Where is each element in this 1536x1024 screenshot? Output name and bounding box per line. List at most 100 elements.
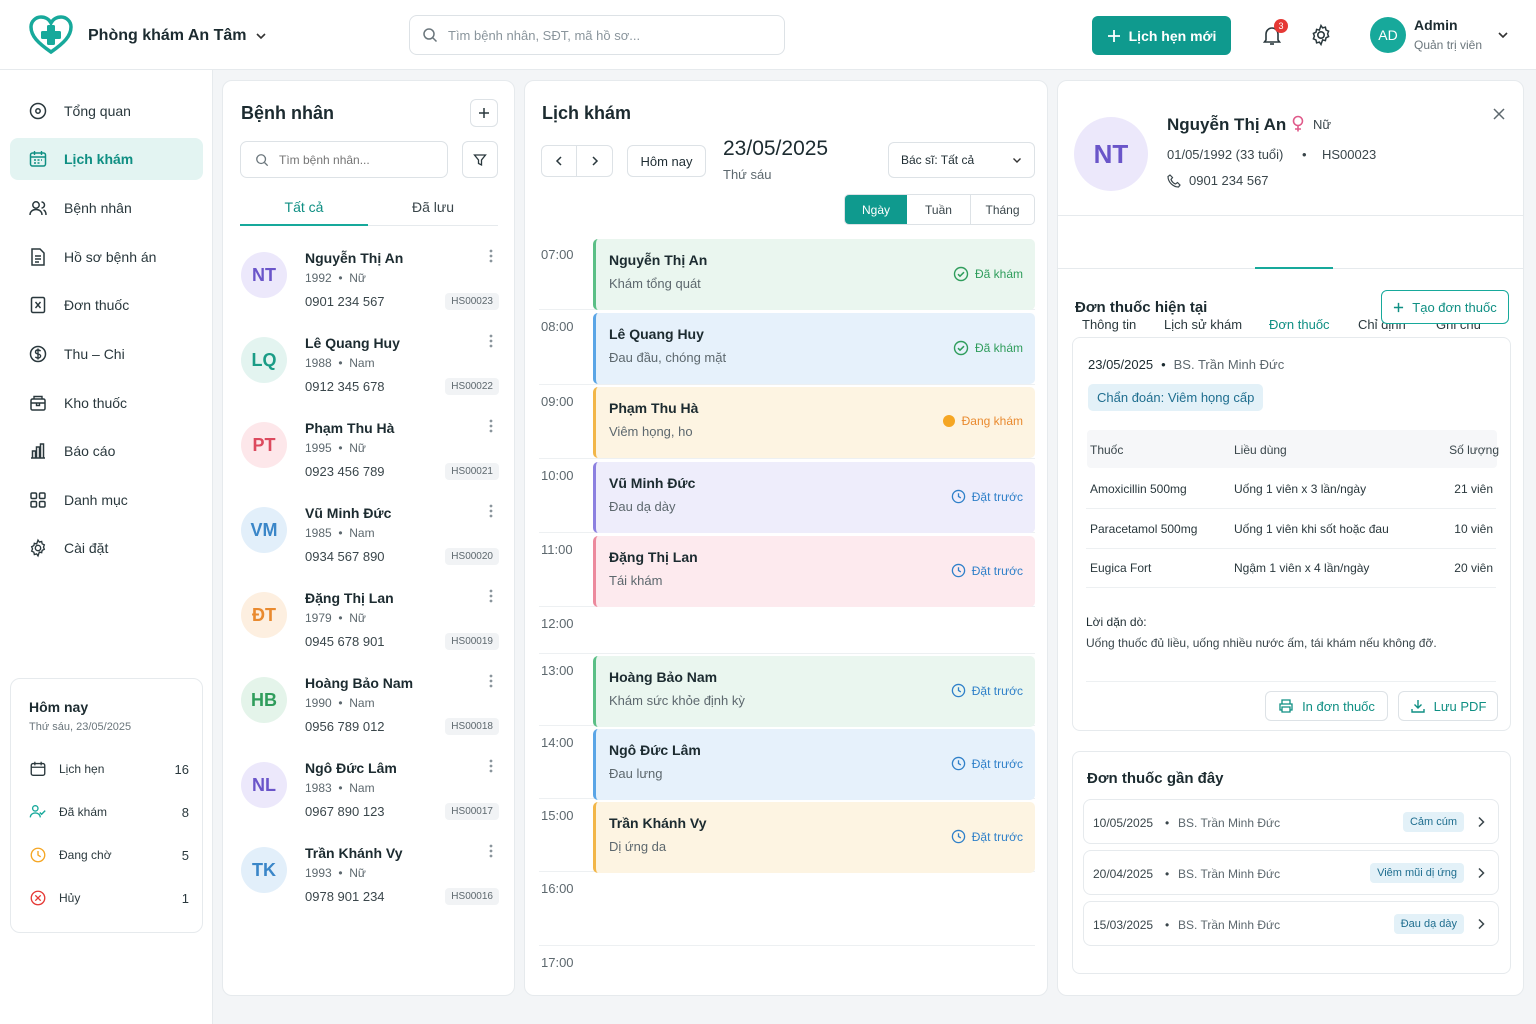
clinic-name: Phòng khám An Tâm bbox=[88, 27, 247, 44]
appointment-status-label: Đặt trước bbox=[971, 756, 1023, 771]
gear-icon[interactable] bbox=[1309, 23, 1333, 47]
recent-prescription-item[interactable]: 15/03/2025 • BS. Trần Minh Đức Đau dạ dày bbox=[1083, 901, 1499, 946]
recent-prescription-item[interactable]: 20/04/2025 • BS. Trần Minh Đức Viêm mũi dị … bbox=[1083, 850, 1499, 895]
sidebar-item-label: Đơn thuốc bbox=[64, 297, 130, 313]
patient-list-item[interactable]: LQ Lê Quang Huy 1988 • Nam 0912 345 678 HS00… bbox=[241, 329, 499, 414]
save-pdf-button[interactable]: Lưu PDF bbox=[1398, 691, 1498, 721]
meta-dot: • bbox=[331, 441, 350, 455]
view-week[interactable]: Tuần bbox=[907, 195, 971, 224]
today-button[interactable]: Hôm nay bbox=[627, 145, 706, 177]
rx-table-row bbox=[1086, 470, 1496, 509]
patient-phone: 0978 901 234 bbox=[305, 889, 385, 904]
sidebar-item-4[interactable]: Đơn thuốc bbox=[10, 284, 203, 326]
appointment-card[interactable]: Nguyễn Thị An Khám tổng quát Đã khám bbox=[593, 239, 1035, 310]
doctor-filter-select[interactable]: Bác sĩ: Tất cả bbox=[888, 142, 1035, 178]
print-prescription-button[interactable]: In đơn thuốc bbox=[1265, 691, 1388, 721]
appointment-card[interactable]: Lê Quang Huy Đau đầu, chóng mặt Đã khám bbox=[593, 313, 1035, 384]
patient-list-item[interactable]: VM Vũ Minh Đức 1985 • Nam 0934 567 890 HS000… bbox=[241, 499, 499, 584]
more-vertical-icon[interactable] bbox=[489, 589, 493, 603]
plus-icon bbox=[478, 107, 490, 119]
sidebar-item-9[interactable]: Cài đặt bbox=[10, 527, 203, 569]
more-vertical-icon[interactable] bbox=[489, 419, 493, 433]
user-check-icon bbox=[29, 803, 47, 821]
patient-list-item[interactable]: NL Ngô Đức Lâm 1983 • Nam 0967 890 123 HS000… bbox=[241, 754, 499, 839]
tab-saved[interactable]: Đã lưu bbox=[411, 199, 455, 215]
clinic-switcher[interactable]: Phòng khám An Tâm bbox=[88, 27, 267, 45]
patient-search-input[interactable] bbox=[279, 152, 439, 167]
chevron-down-icon[interactable] bbox=[1497, 29, 1509, 41]
patient-year: 1988 bbox=[305, 356, 332, 370]
appointment-card[interactable]: Phạm Thu Hà Viêm họng, ho Đang khám bbox=[593, 387, 1035, 458]
patient-phone: 0912 345 678 bbox=[305, 379, 385, 394]
appointment-card[interactable]: Trần Khánh Vy Dị ứng da Đặt trước bbox=[593, 802, 1035, 873]
patient-meta: 1995 • Nữ bbox=[305, 441, 366, 455]
appointment-card[interactable]: Vũ Minh Đức Đau dạ dày Đặt trước bbox=[593, 462, 1035, 533]
tab-all[interactable]: Tất cả bbox=[284, 199, 324, 215]
appointment-card[interactable]: Đặng Thị Lan Tái khám Đặt trước bbox=[593, 536, 1035, 607]
clinic-logo-icon[interactable] bbox=[28, 15, 74, 55]
female-icon bbox=[1291, 115, 1305, 133]
sidebar-item-2[interactable]: Bệnh nhân bbox=[10, 187, 203, 229]
today-stat-row[interactable]: Đang chờ 5 bbox=[29, 846, 189, 864]
sidebar-item-6[interactable]: Kho thuốc bbox=[10, 382, 203, 424]
detail-tab-0[interactable]: Thông tin bbox=[1082, 317, 1137, 332]
detail-tab-1[interactable]: Lịch sử khám bbox=[1164, 317, 1243, 332]
patient-gender: Nữ bbox=[349, 866, 366, 880]
patient-list-item[interactable]: HB Hoàng Bảo Nam 1990 • Nam 0956 789 012 HS0… bbox=[241, 669, 499, 754]
hour-gridline bbox=[539, 945, 1035, 946]
tab-indicator bbox=[240, 224, 368, 226]
sidebar-item-0[interactable]: Tổng quan bbox=[10, 90, 203, 132]
more-vertical-icon[interactable] bbox=[489, 759, 493, 773]
add-patient-button[interactable] bbox=[470, 99, 498, 127]
patient-list-item[interactable]: TK Trần Khánh Vy 1993 • Nữ 0978 901 234 HS00… bbox=[241, 839, 499, 924]
create-prescription-button[interactable]: Tạo đơn thuốc bbox=[1381, 290, 1509, 324]
today-summary-card: Hôm nay Thứ sáu, 23/05/2025 Lịch hẹn 16 Đã… bbox=[10, 678, 203, 933]
sidebar-item-label: Báo cáo bbox=[64, 443, 116, 459]
chevron-left-icon[interactable] bbox=[542, 146, 578, 176]
appointment-status-label: Đặt trước bbox=[971, 683, 1023, 698]
rx-table-row bbox=[1086, 510, 1496, 549]
sidebar-item-8[interactable]: Danh mục bbox=[10, 479, 203, 521]
patient-gender: Nam bbox=[349, 781, 375, 795]
patient-year: 1993 bbox=[305, 866, 332, 880]
today-stat-value: 8 bbox=[181, 804, 189, 820]
detail-tab-2[interactable]: Đơn thuốc bbox=[1269, 317, 1330, 332]
more-vertical-icon[interactable] bbox=[489, 334, 493, 348]
detail-phone-row: 0901 234 567 bbox=[1167, 173, 1269, 188]
appointment-card[interactable]: Ngô Đức Lâm Đau lưng Đặt trước bbox=[593, 729, 1035, 800]
more-vertical-icon[interactable] bbox=[489, 844, 493, 858]
today-stat-row[interactable]: Lịch hẹn 16 bbox=[29, 760, 189, 778]
today-stat-row[interactable]: Đã khám 8 bbox=[29, 803, 189, 821]
med-dose: Uống 1 viên khi sốt hoặc đau bbox=[1234, 521, 1389, 536]
view-day[interactable]: Ngày bbox=[845, 195, 907, 224]
view-month[interactable]: Tháng bbox=[985, 202, 1020, 217]
patient-list-item[interactable]: PT Phạm Thu Hà 1995 • Nữ 0923 456 789 HS0002… bbox=[241, 414, 499, 499]
sidebar-item-1[interactable]: Lịch khám bbox=[10, 138, 203, 180]
date-nav bbox=[541, 145, 613, 177]
sidebar-item-3[interactable]: Hồ sơ bệnh án bbox=[10, 236, 203, 278]
user-role: Quản trị viên bbox=[1414, 38, 1483, 52]
appointment-card[interactable]: Hoàng Bảo Nam Khám sức khỏe định kỳ Đặt tr… bbox=[593, 656, 1035, 727]
more-vertical-icon[interactable] bbox=[489, 504, 493, 518]
chevron-right-icon[interactable] bbox=[577, 146, 612, 176]
today-stat-row[interactable]: Hủy 1 bbox=[29, 889, 189, 907]
filter-button[interactable] bbox=[462, 141, 498, 178]
sidebar-item-5[interactable]: Thu – Chi bbox=[10, 333, 203, 375]
user-avatar[interactable]: AD bbox=[1370, 17, 1406, 53]
more-vertical-icon[interactable] bbox=[489, 674, 493, 688]
patient-meta: 1992 • Nữ bbox=[305, 271, 366, 285]
patient-list-item[interactable]: NT Nguyễn Thị An 1992 • Nữ 0901 234 567 HS00… bbox=[241, 244, 499, 329]
patient-avatar: VM bbox=[241, 507, 287, 553]
close-icon[interactable] bbox=[1492, 107, 1506, 121]
recent-prescription-item[interactable]: 10/05/2025 • BS. Trần Minh Đức Cảm cúm bbox=[1083, 799, 1499, 844]
sidebar-item-7[interactable]: Báo cáo bbox=[10, 430, 203, 472]
global-search-input[interactable] bbox=[448, 27, 768, 43]
patient-list-item[interactable]: ĐT Đặng Thị Lan 1979 • Nữ 0945 678 901 HS000… bbox=[241, 584, 499, 669]
patient-code-badge: HS00017 bbox=[445, 803, 499, 820]
new-appointment-button[interactable]: Lịch hẹn mới bbox=[1092, 16, 1231, 55]
more-vertical-icon[interactable] bbox=[489, 249, 493, 263]
users-icon bbox=[28, 198, 48, 218]
top-header: Phòng khám An Tâm Lịch hẹn mới 3 AD Admi… bbox=[0, 0, 1536, 70]
advice-text: Uống thuốc đủ liều, uống nhiều nước ấm, … bbox=[1086, 636, 1437, 650]
global-search bbox=[409, 15, 785, 55]
